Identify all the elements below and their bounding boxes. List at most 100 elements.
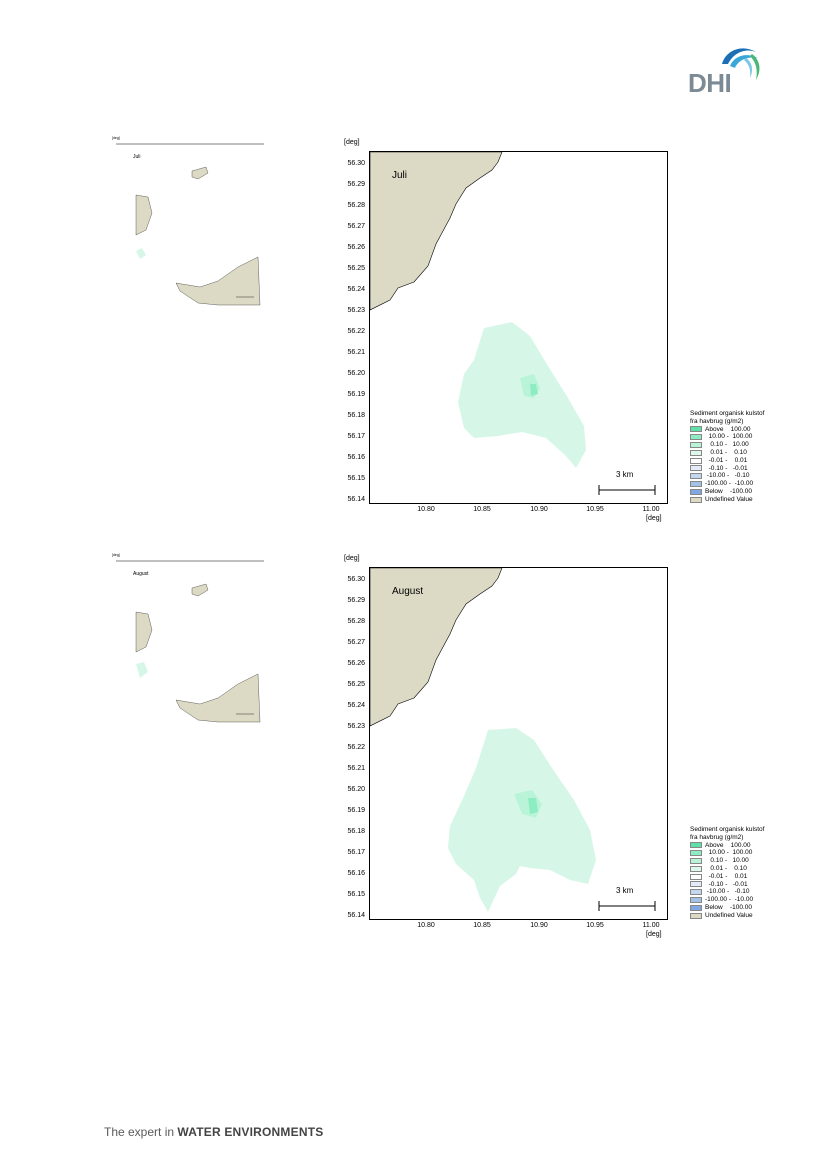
y-tick: 56.18 [347,412,365,419]
legend-item: Above 100.00 [690,842,764,850]
y-tick: 56.20 [347,786,365,793]
y-tick: 56.14 [347,496,365,503]
dhi-wave-icon [722,48,760,80]
y-tick: 56.28 [347,202,365,209]
plume-low [448,728,596,912]
plume-low [458,322,586,468]
plume-high [530,384,538,396]
legend-item: 0.01 - 0.10 [690,865,764,873]
y-tick: 56.20 [347,370,365,377]
y-tick: 56.27 [347,223,365,230]
y-tick: 56.16 [347,870,365,877]
y-tick: 56.29 [347,181,365,188]
y-tick: 56.24 [347,702,365,709]
y-tick: 56.18 [347,828,365,835]
y-tick: 56.17 [347,849,365,856]
y-tick: 56.26 [347,660,365,667]
legend-item: -0.10 - -0.01 [690,465,764,473]
y-tick: 56.29 [347,597,365,604]
y-tick: 56.19 [347,391,365,398]
y-tick: 56.30 [347,160,365,167]
y-tick: 56.22 [347,744,365,751]
y-tick: 56.25 [347,265,365,272]
dhi-logo: DHI [688,42,778,98]
x-tick: 10.90 [530,506,548,513]
footer-emphasis: WATER ENVIRONMENTS [177,1125,324,1139]
svg-text:[deg]: [deg] [112,136,120,140]
thumb-month-label: August [133,571,149,577]
legend-title: Sediment organisk kulstof [690,410,765,417]
y-tick: 56.14 [347,912,365,919]
coastline-land [370,568,503,727]
y-tick: 56.25 [347,681,365,688]
legend-item: -100.00 - -10.00 [690,480,764,488]
legend-item: -0.01 - 0.01 [690,457,764,465]
y-tick: 56.15 [347,475,365,482]
legend-title-unit: fra havbrug (g/m2) [690,833,744,841]
y-tick: 56.17 [347,433,365,440]
scale-bar: 3 km [598,470,656,500]
x-tick: 11.00 [642,922,660,929]
legend-item: Undefined Value [690,496,764,504]
thumbnail-map-juli: [deg] Juli [108,135,268,315]
x-tick: 10.95 [586,506,604,513]
y-tick: 56.28 [347,618,365,625]
legend-item: Below -100.00 [690,904,764,912]
dhi-logo-text: DHI [688,68,732,98]
y-tick: 56.27 [347,639,365,646]
map-august: [deg] August 3 km 56.30 56.29 56.28 56.2… [340,555,790,955]
legend-title: Sediment organisk kulstof [690,826,765,833]
x-tick: 10.80 [417,922,435,929]
thumb-month-label: Juli [133,154,141,160]
y-axis-unit: [deg] [344,555,360,562]
y-tick: 56.30 [347,576,365,583]
y-axis-unit: [deg] [344,139,360,146]
x-tick: 10.95 [586,922,604,929]
legend-item: -10.00 - -0.10 [690,888,764,896]
x-tick: 10.85 [473,922,491,929]
y-tick: 56.22 [347,328,365,335]
footer-tagline: The expert in WATER ENVIRONMENTS [104,1125,323,1139]
legend-title-unit: fra havbrug (g/m2) [690,417,744,425]
y-tick: 56.21 [347,349,365,356]
legend-item: -10.00 - -0.10 [690,472,764,480]
legend-item: -0.01 - 0.01 [690,873,764,881]
legend-item: 0.01 - 0.10 [690,449,764,457]
legend-item: Below -100.00 [690,488,764,496]
month-label: August [392,586,424,597]
map-juli: [deg] Juli 3 km 56.30 56.29 56.28 56.27 … [340,139,790,539]
plume-high [528,798,538,814]
legend-item: -100.00 - -10.00 [690,896,764,904]
legend-item: 10.00 - 100.00 [690,849,764,857]
y-tick: 56.26 [347,244,365,251]
month-label: Juli [392,170,408,181]
footer-prefix: The expert in [104,1125,178,1139]
map-frame: August [369,567,668,920]
legend-item: -0.10 - -0.01 [690,881,764,889]
scale-bar-label: 3 km [616,886,634,895]
thumbnail-map-august: [deg] August [108,552,268,732]
coastline-land [370,152,503,311]
legend-august: Sediment organisk kulstof fra havbrug (g… [690,826,764,920]
y-tick: 56.23 [347,307,365,314]
y-tick: 56.24 [347,286,365,293]
map-frame: Juli [369,151,668,504]
scale-bar: 3 km [598,886,656,916]
y-tick: 56.21 [347,765,365,772]
x-tick: 10.90 [530,922,548,929]
x-axis-unit: [deg] [646,515,662,522]
x-tick: 10.85 [473,506,491,513]
y-tick: 56.19 [347,807,365,814]
legend-item: 0.10 - 10.00 [690,441,764,449]
legend-juli: Sediment organisk kulstof fra havbrug (g… [690,410,764,504]
legend-item: Above 100.00 [690,426,764,434]
legend-item: 10.00 - 100.00 [690,433,764,441]
legend-item: 0.10 - 10.00 [690,857,764,865]
x-axis-unit: [deg] [646,931,662,938]
svg-text:[deg]: [deg] [112,553,120,557]
x-tick: 10.80 [417,506,435,513]
legend-item: Undefined Value [690,912,764,920]
y-tick: 56.23 [347,723,365,730]
x-tick: 11.00 [642,506,660,513]
y-tick: 56.16 [347,454,365,461]
